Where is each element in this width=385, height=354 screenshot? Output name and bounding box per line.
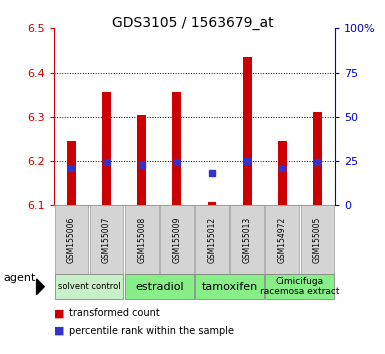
Text: GSM154972: GSM154972: [278, 217, 287, 263]
Text: solvent control: solvent control: [58, 282, 121, 291]
Bar: [172, 92, 181, 205]
Bar: [243, 57, 251, 205]
Bar: [67, 141, 76, 205]
Bar: [208, 202, 216, 205]
Text: tamoxifen: tamoxifen: [201, 282, 258, 292]
Text: GSM155008: GSM155008: [137, 217, 146, 263]
Text: GSM155006: GSM155006: [67, 217, 76, 263]
Text: GSM155012: GSM155012: [208, 217, 216, 263]
Text: transformed count: transformed count: [69, 308, 160, 318]
Bar: [102, 92, 111, 205]
Text: GDS3105 / 1563679_at: GDS3105 / 1563679_at: [112, 16, 273, 30]
Text: GSM155009: GSM155009: [172, 217, 181, 263]
Text: GSM155013: GSM155013: [243, 217, 252, 263]
Text: ■: ■: [54, 326, 64, 336]
Bar: [313, 113, 322, 205]
Text: ■: ■: [54, 308, 64, 318]
Text: Cimicifuga
racemosa extract: Cimicifuga racemosa extract: [260, 277, 340, 296]
Text: percentile rank within the sample: percentile rank within the sample: [69, 326, 234, 336]
Text: estradiol: estradiol: [135, 282, 184, 292]
Text: GSM155007: GSM155007: [102, 217, 111, 263]
Bar: [278, 141, 287, 205]
Bar: [137, 115, 146, 205]
Text: agent: agent: [4, 273, 36, 283]
Text: GSM155005: GSM155005: [313, 217, 322, 263]
